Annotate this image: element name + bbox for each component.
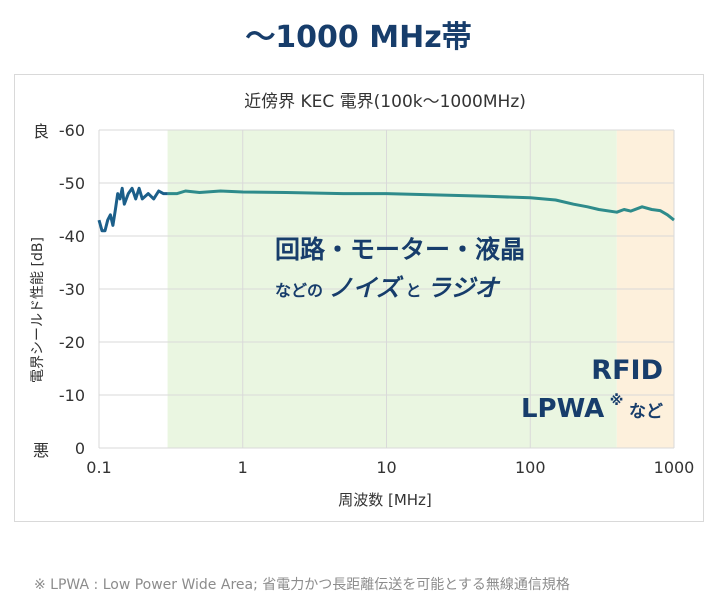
annotation-rfid: RFID (591, 355, 663, 386)
x-tick-label-1: 1 (238, 458, 248, 477)
y-tick-label-1: -50 (59, 174, 85, 193)
annotation-lpwa-mark: ※ (610, 393, 624, 409)
series-line-low-0 (97, 186, 168, 233)
x-tick-label-0: 0.1 (86, 458, 111, 477)
annotation-lpwa-line: LPWA ※ など (521, 390, 663, 424)
chart-title: 近傍界 KEC 電界(100k～1000MHz) (244, 92, 526, 112)
series-line-0 (167, 189, 675, 222)
x-axis-title: 周波数 [MHz] (338, 491, 432, 509)
y-tick-label-3: -30 (59, 280, 85, 299)
x-tick-label-3: 100 (515, 458, 546, 477)
y-tick-label-4: -20 (59, 333, 85, 352)
y-tick-label-0: -60 (59, 121, 85, 140)
y-end-label-top: 良 (33, 122, 49, 141)
annotation-noise-main: ノイズ (329, 274, 404, 302)
annotation-lpwa: LPWA (521, 394, 604, 424)
chart-card: -60 -50 -40 -30 -20 -10 0 0.1 1 10 100 1000 近傍界 KEC… (14, 74, 704, 522)
chart-svg: -60 -50 -40 -30 -20 -10 00.1 1 10 100 1000 近傍界 KEC… (30, 92, 695, 509)
annotation-noise-line2: などの ノイズ と ラジオ (275, 274, 501, 302)
annotation-noise-prefix: などの (275, 281, 323, 300)
annotation-noise-line1: 回路・モーター・液晶 (275, 235, 525, 264)
y-tick-label-5: -10 (59, 386, 85, 405)
y-tick-label-2: -40 (59, 227, 85, 246)
annotation-noise-mid: と (405, 281, 421, 300)
annotation-noise-end: ラジオ (427, 274, 501, 302)
footnote: ※ LPWA : Low Power Wide Area; 省電力かつ長距離伝送… (34, 577, 570, 593)
annotation-lpwa-suffix: など (629, 402, 663, 422)
x-tick-label-2: 10 (376, 458, 396, 477)
y-end-label-bottom: 悪 (33, 441, 49, 460)
page-heading: ～1000 MHz帯 (245, 20, 472, 55)
x-tick-label-4: 1000 (654, 458, 695, 477)
y-tick-label-6: 0 (75, 439, 85, 458)
y-axis-title: 電界シールド性能 [dB] (30, 237, 46, 383)
